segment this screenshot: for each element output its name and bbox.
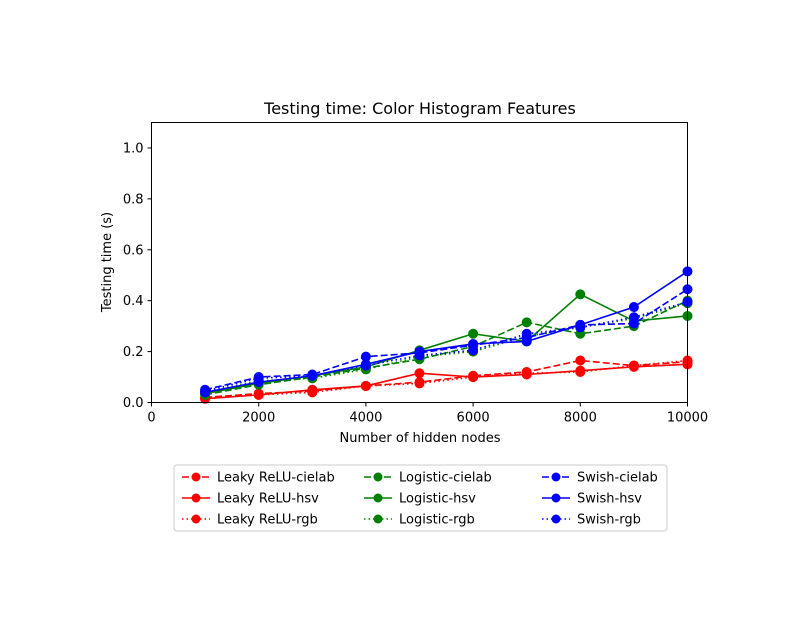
x-tick-label: 6000 [457,411,490,426]
data-point [414,350,425,361]
data-point [521,328,532,339]
data-point [307,387,318,398]
legend: Leaky ReLU-cielab Leaky ReLU-hsv Leaky ReL… [173,464,668,532]
series-line [204,288,688,391]
data-point [468,372,479,383]
y-axis-ticks: 0.0 0.2 0.4 0.6 0.8 1.0 [123,141,152,411]
data-point [575,366,586,377]
legend-marker [191,514,201,524]
data-point [575,322,586,333]
series-line [204,270,688,394]
y-tick-label: 0.4 [123,294,144,309]
data-point [200,386,211,397]
legend-marker [373,493,383,503]
legend-marker [373,472,383,482]
plot-frame [151,122,688,403]
data-point [468,345,479,356]
data-point [468,328,479,339]
legend-marker [551,472,561,482]
legend-label: Swish-rgb [577,513,641,528]
legend-marker [551,514,561,524]
y-tick-label: 0.8 [123,192,144,207]
x-tick-label: 8000 [564,411,597,426]
x-tick-label: 4000 [349,411,382,426]
data-point [253,389,264,400]
y-axis-label: Testing time (s) [100,212,115,313]
legend-marker [551,493,561,503]
series-line [204,301,688,392]
legend-marker [191,493,201,503]
legend-label: Swish-hsv [577,492,642,507]
legend-label: Logistic-rgb [399,513,475,528]
x-axis-label: Number of hidden nodes [340,431,501,446]
chart-title: Testing time: Color Histogram Features [263,99,576,118]
legend-label: Leaky ReLU-rgb [217,513,318,528]
data-point [414,378,425,389]
series-line [205,363,688,400]
y-tick-label: 0.2 [123,345,144,360]
data-point [521,368,532,379]
legend-label: Leaky ReLU-cielab [217,471,335,486]
data-point [575,355,586,366]
x-tick-label: 2000 [242,411,275,426]
data-point [575,289,586,300]
legend-label: Logistic-hsv [399,492,476,507]
legend-marker [373,514,383,524]
data-point [360,380,371,391]
data-point [360,360,371,371]
y-tick-label: 0.6 [123,243,144,258]
x-tick-label: 0 [147,411,155,426]
x-axis-ticks: 0 2000 4000 6000 8000 10000 [147,402,708,426]
legend-label: Swish-cielab [577,471,658,486]
legend-frame [173,464,668,532]
data-point [628,312,639,323]
data-point [253,373,264,384]
x-tick-label: 10000 [667,411,708,426]
series-line [204,299,688,396]
legend-marker [191,472,201,482]
data-point [628,302,639,313]
data-point [521,317,532,328]
data-point [628,360,639,371]
data-point [414,368,425,379]
data-point [307,370,318,381]
y-tick-label: 0.0 [123,396,144,411]
legend-label: Logistic-cielab [399,471,492,486]
y-tick-label: 1.0 [123,141,144,156]
legend-label: Leaky ReLU-hsv [217,492,319,507]
